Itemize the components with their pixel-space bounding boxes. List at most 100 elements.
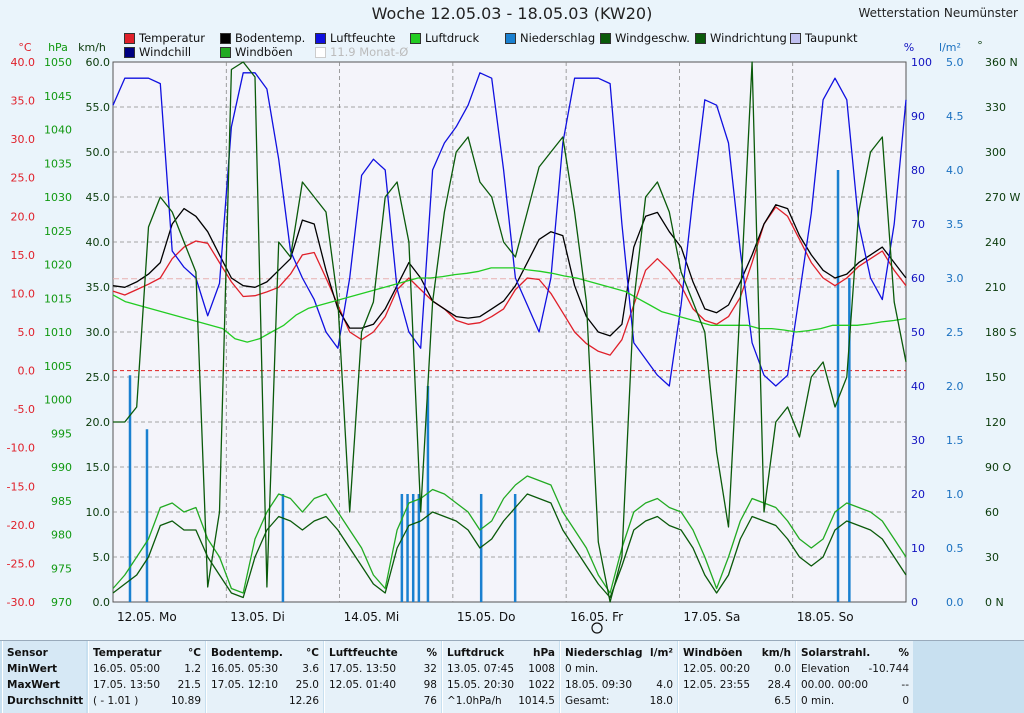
x-tick-label: 14.05. Mi <box>344 610 400 624</box>
stats-cell: 12.05. 00:20 <box>683 663 750 675</box>
direction-unit: ° <box>977 39 983 52</box>
stats-cell-row: 6.5 <box>683 695 791 711</box>
stats-value: 6.5 <box>774 695 791 707</box>
pressure-tick-label: 975 <box>51 562 72 575</box>
pressure-tick-label: 1035 <box>44 157 72 170</box>
direction-tick-label: 150 <box>985 371 1006 384</box>
wind-tick-label: 0.0 <box>93 596 111 609</box>
legend-swatch <box>600 32 611 44</box>
stats-cell: 18.05. 09:30 <box>565 679 632 691</box>
rain-tick-label: 0.0 <box>946 596 964 609</box>
temp-tick-label: 30.0 <box>11 133 36 146</box>
stats-column: Bodentemp. °C 16.05. 05:30 3.6 17.05. 12:10 2… <box>206 641 323 713</box>
pressure-tick-label: 1015 <box>44 292 72 305</box>
stats-value: 0 <box>902 695 909 707</box>
stats-cell: Temperatur <box>93 647 162 659</box>
stats-value: 76 <box>423 695 437 707</box>
stats-value: 18.0 <box>649 695 673 707</box>
legend-item: 11.9 Monat-Ø <box>315 45 408 59</box>
stats-column: Windböen km/h 12.05. 00:20 0.0 12.05. 23:55 2… <box>678 641 795 713</box>
legend-swatch <box>505 32 516 44</box>
wind-tick-label: 30.0 <box>86 326 111 339</box>
stats-value: 98 <box>423 679 437 691</box>
temp-unit: °C <box>18 41 32 54</box>
row-label: MinWert <box>7 663 58 675</box>
rain-tick-label: 3.5 <box>946 218 964 231</box>
legend-item: Windböen <box>220 45 293 59</box>
stats-cell: Elevation <box>801 663 850 675</box>
stats-cell-row: 16.05. 05:00 1.2 <box>93 663 201 679</box>
wind-unit: km/h <box>78 41 106 54</box>
stats-cell-row: 00.00. 00:00 -- <box>801 679 909 695</box>
temp-tick-label: 15.0 <box>11 249 36 262</box>
stats-value: 1022 <box>528 679 555 691</box>
wind-tick-label: 35.0 <box>86 281 111 294</box>
rain-tick-label: 4.5 <box>946 110 964 123</box>
direction-tick-label: 270 W <box>985 191 1020 204</box>
direction-tick-label: 60 <box>985 506 999 519</box>
stats-value: 25.0 <box>295 679 319 691</box>
rain-tick-label: 2.0 <box>946 380 964 393</box>
stats-cell-row: Windböen km/h <box>683 647 791 663</box>
stats-cell-row: Solarstrahl.% <box>801 647 909 663</box>
stats-cell-row: 12.05. 01:40 98 <box>329 679 437 695</box>
humidity-tick-label: 30 <box>911 434 925 447</box>
wind-tick-label: 50.0 <box>86 146 111 159</box>
stats-cell-row: 13.05. 07:45 1008 <box>447 663 555 679</box>
stats-cell-row: 12.26 <box>211 695 319 711</box>
rain-tick-label: 5.0 <box>946 56 964 69</box>
humidity-unit: % <box>904 41 914 54</box>
humidity-tick-label: 100 <box>911 56 932 69</box>
chart-title: Woche 12.05.03 - 18.05.03 (KW20) <box>371 4 653 23</box>
stats-cell: 16.05. 05:30 <box>211 663 278 675</box>
direction-tick-label: 210 <box>985 281 1006 294</box>
stats-cell-row: 17.05. 13:50 32 <box>329 663 437 679</box>
legend-item: Windchill <box>124 45 191 59</box>
legend-item: Bodentemp. <box>220 31 305 45</box>
stats-cell: 0 min. <box>565 663 599 675</box>
humidity-tick-label: 20 <box>911 488 925 501</box>
legend-label: 11.9 Monat-Ø <box>330 45 409 59</box>
stats-value: -10.744 <box>868 663 909 675</box>
x-tick-label: 12.05. Mo <box>117 610 177 624</box>
stats-value: km/h <box>761 647 791 659</box>
x-tick-label: 13.05. Di <box>230 610 285 624</box>
legend-swatch <box>695 32 706 44</box>
direction-tick-label: 120 <box>985 416 1006 429</box>
legend-item: Windrichtung <box>695 31 787 45</box>
humidity-tick-label: 10 <box>911 542 925 555</box>
legend-item: Luftdruck <box>410 31 479 45</box>
stats-cell-row: Bodentemp. °C <box>211 647 319 663</box>
stats-cell: Bodentemp. <box>211 647 283 659</box>
direction-tick-label: 240 <box>985 236 1006 249</box>
stats-cell: 16.05. 05:00 <box>93 663 160 675</box>
direction-tick-label: 30 <box>985 551 999 564</box>
temp-tick-label: -20.0 <box>7 519 35 532</box>
legend-label: Windböen <box>235 45 293 59</box>
series-line <box>112 267 907 343</box>
stats-value: 28.4 <box>767 679 791 691</box>
legend-label: Taupunkt <box>805 31 858 45</box>
x-tick-label: 17.05. Sa <box>683 610 740 624</box>
wind-tick-label: 5.0 <box>93 551 111 564</box>
legend-label: Windgeschw. <box>615 31 690 45</box>
pressure-tick-label: 1020 <box>44 259 72 272</box>
stats-cell: 15.05. 20:30 <box>447 679 514 691</box>
temp-tick-label: 20.0 <box>11 210 36 223</box>
temp-tick-label: -25.0 <box>7 557 35 570</box>
legend-swatch <box>220 46 231 58</box>
series-line <box>112 72 907 387</box>
temp-tick-label: 40.0 <box>11 56 36 69</box>
stats-cell: 12.05. 23:55 <box>683 679 750 691</box>
temp-tick-label: 10.0 <box>11 287 36 300</box>
pressure-tick-label: 1005 <box>44 360 72 373</box>
stats-value: 3.6 <box>302 663 319 675</box>
stats-column: Luftdruck hPa 13.05. 07:45 1008 15.05. 20:30… <box>442 641 559 713</box>
wind-tick-label: 25.0 <box>86 371 111 384</box>
pressure-tick-label: 1025 <box>44 225 72 238</box>
direction-tick-label: 90 O <box>985 461 1011 474</box>
legend-swatch <box>124 46 135 58</box>
direction-tick-label: 0 N <box>985 596 1004 609</box>
stats-cell-row: Temperatur °C <box>93 647 201 663</box>
legend-swatch <box>220 32 231 44</box>
